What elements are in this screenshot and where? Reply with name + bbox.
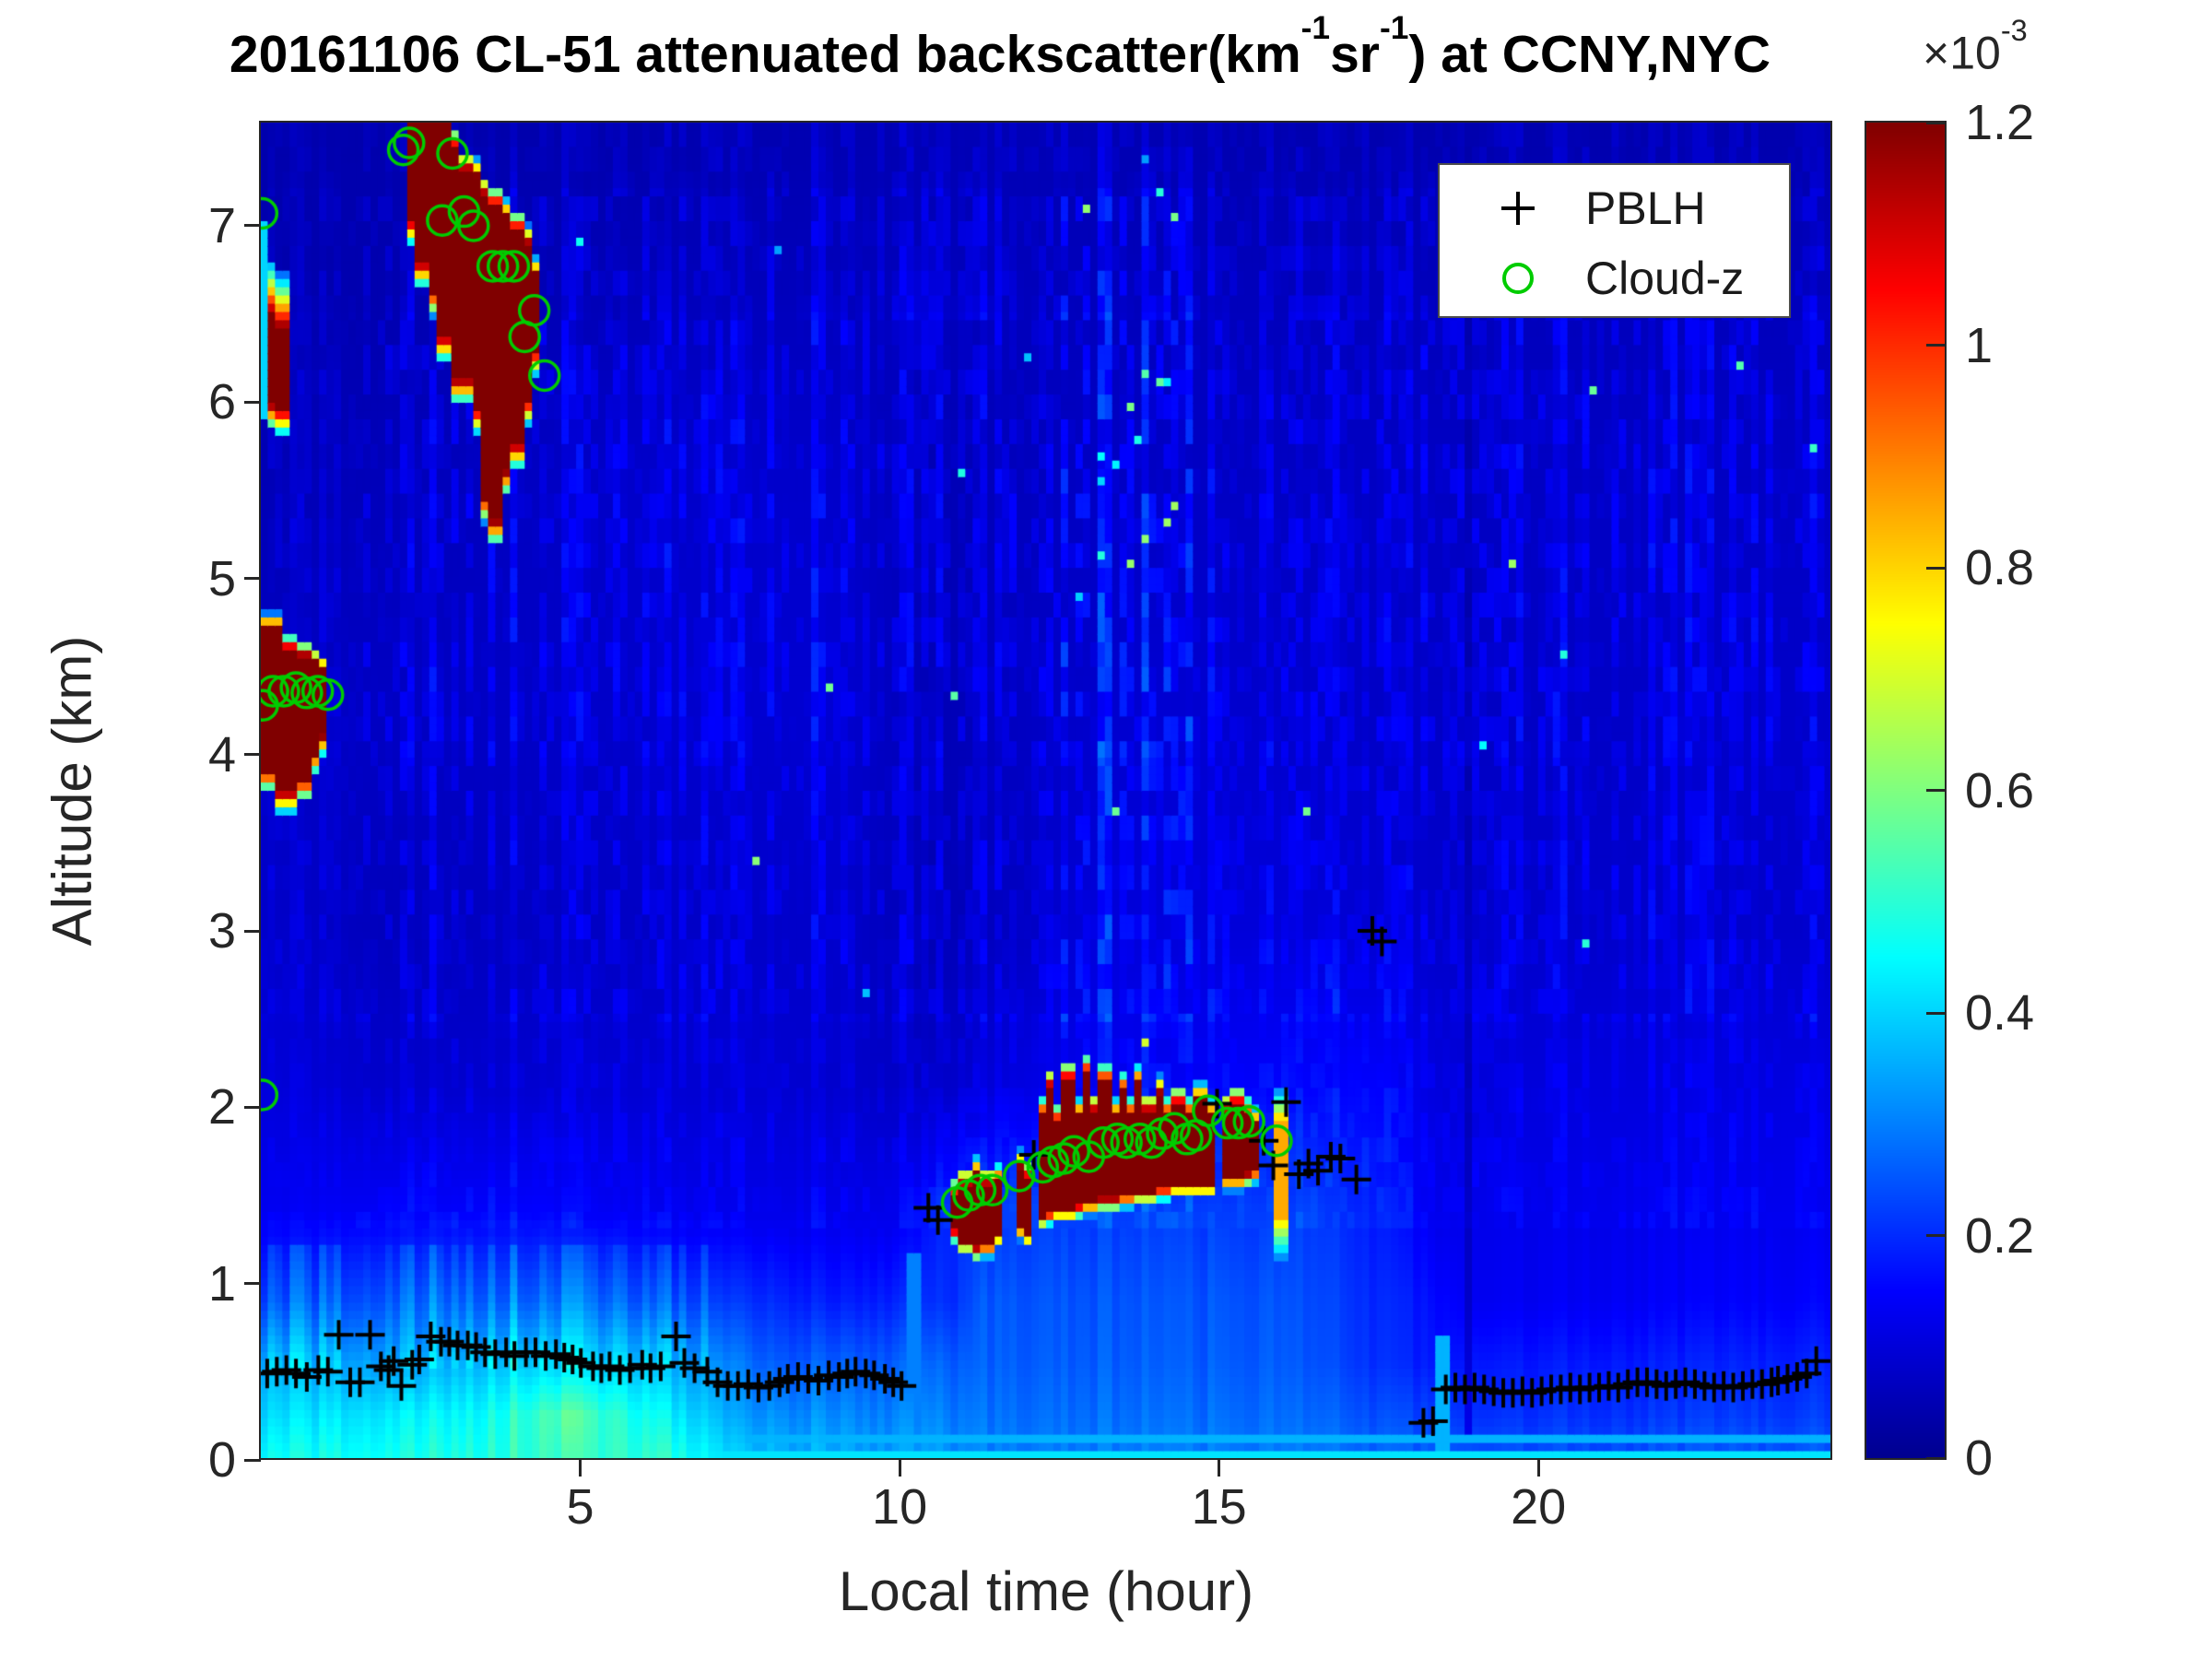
x-tick-mark <box>898 1460 901 1477</box>
y-tick-mark <box>244 753 261 757</box>
y-tick-mark <box>244 224 261 228</box>
y-tick-label: 6 <box>207 374 236 430</box>
x-tick-mark <box>579 1460 582 1477</box>
colorbar-multiplier-exponent: -3 <box>2000 14 2028 47</box>
y-tick-label: 4 <box>207 726 236 782</box>
colorbar-tick-mark <box>1926 1234 1947 1237</box>
legend-item-pblh: PBLH <box>1440 172 1789 244</box>
y-tick-mark <box>244 1458 261 1462</box>
x-tick-mark <box>1536 1460 1540 1477</box>
y-tick-label: 3 <box>207 903 236 959</box>
colorbar-multiplier: ×10-3 <box>1923 14 2028 80</box>
legend-item-cloudz: Cloud-z <box>1440 242 1789 314</box>
x-tick-label: 5 <box>566 1479 594 1535</box>
chart-title: 20161106 CL-51 attenuated backscatter(km… <box>0 10 2000 85</box>
colorbar-tick-mark <box>1926 1011 1947 1015</box>
backscatter-heatmap <box>261 123 1832 1460</box>
plus-marker-icon <box>1501 192 1535 225</box>
x-tick-label: 15 <box>1191 1479 1247 1535</box>
title-superscript-1: -1 <box>1300 10 1331 47</box>
y-axis-label: Altitude (km) <box>41 635 103 947</box>
colorbar-tick-mark <box>1926 1456 1947 1460</box>
colorbar-tick-mark <box>1926 344 1947 347</box>
title-superscript-2: -1 <box>1379 10 1409 47</box>
title-units-sr: sr <box>1330 25 1380 84</box>
legend-label-cloudz: Cloud-z <box>1585 253 1745 304</box>
colorbar-tick-label: 0 <box>1965 1430 1994 1486</box>
y-tick-label: 7 <box>207 197 236 253</box>
colorbar-tick-mark <box>1926 121 1947 124</box>
y-tick-label: 1 <box>207 1255 236 1312</box>
y-tick-label: 5 <box>207 550 236 606</box>
title-location: ) at CCNY,NYC <box>1408 25 1771 84</box>
colorbar-tick-label: 1.2 <box>1965 95 2035 150</box>
colorbar-multiplier-base: ×10 <box>1923 27 2001 79</box>
x-axis-label: Local time (hour) <box>838 1560 1254 1622</box>
x-tick-label: 10 <box>872 1479 928 1535</box>
title-text: 20161106 CL-51 attenuated backscatter(km <box>229 25 1301 84</box>
colorbar-tick-mark <box>1926 566 1947 570</box>
y-tick-label: 0 <box>207 1432 236 1488</box>
y-tick-mark <box>244 1105 261 1109</box>
x-tick-label: 20 <box>1511 1479 1567 1535</box>
colorbar-tick-mark <box>1926 789 1947 792</box>
circle-marker-icon <box>1502 263 1534 294</box>
x-tick-mark <box>1218 1460 1221 1477</box>
y-tick-label: 2 <box>207 1079 236 1135</box>
colorbar-tick-label: 1 <box>1965 317 1994 373</box>
colorbar-tick-label: 0.4 <box>1965 985 2035 1041</box>
colorbar-tick-label: 0.6 <box>1965 762 2035 818</box>
legend-label-pblh: PBLH <box>1585 182 1706 234</box>
y-tick-mark <box>244 929 261 933</box>
y-tick-mark <box>244 577 261 580</box>
y-tick-mark <box>244 400 261 404</box>
y-tick-mark <box>244 1282 261 1286</box>
legend-box: PBLH Cloud-z <box>1438 163 1791 318</box>
colorbar-tick-label: 0.8 <box>1965 540 2035 595</box>
colorbar-tick-label: 0.2 <box>1965 1207 2035 1264</box>
